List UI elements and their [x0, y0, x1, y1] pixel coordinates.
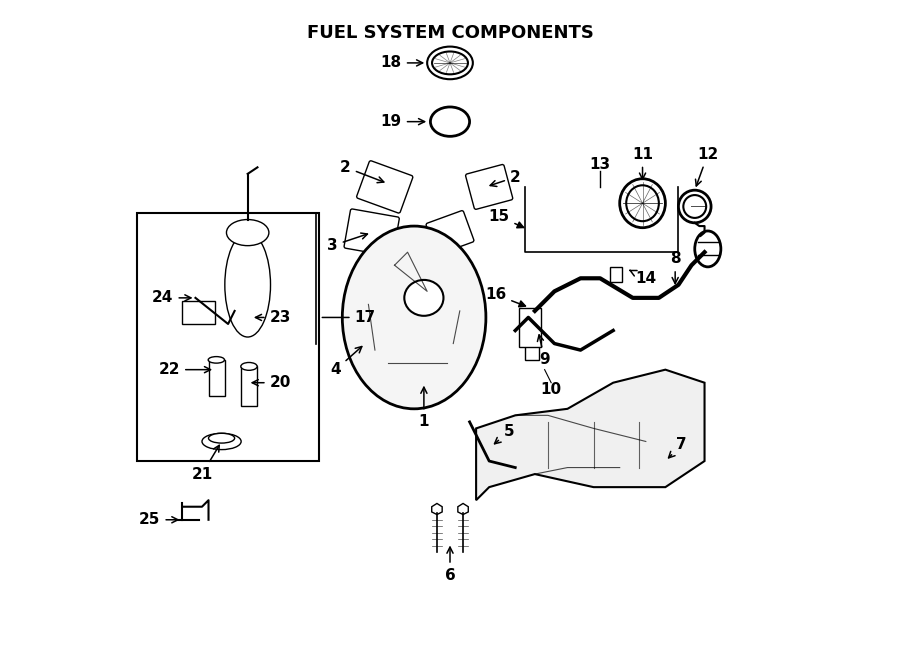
Text: 17: 17 [322, 310, 375, 325]
Text: 20: 20 [252, 375, 291, 390]
Ellipse shape [404, 280, 444, 316]
Text: 21: 21 [192, 446, 220, 482]
Bar [137, 213, 320, 461]
Ellipse shape [432, 52, 468, 74]
Ellipse shape [430, 107, 470, 136]
Ellipse shape [208, 356, 224, 363]
Ellipse shape [342, 226, 486, 408]
Polygon shape [476, 369, 705, 500]
Text: 15: 15 [489, 209, 524, 228]
Text: 8: 8 [670, 251, 680, 284]
Text: 13: 13 [590, 157, 611, 172]
Text: 6: 6 [445, 547, 455, 583]
Bar [209, 360, 225, 396]
Ellipse shape [695, 231, 721, 267]
Polygon shape [458, 504, 468, 514]
Ellipse shape [225, 233, 271, 337]
Bar [525, 314, 539, 334]
Bar [183, 301, 215, 324]
FancyBboxPatch shape [356, 161, 413, 213]
FancyBboxPatch shape [386, 252, 436, 292]
Text: 23: 23 [256, 310, 291, 325]
Text: 18: 18 [381, 56, 423, 71]
Polygon shape [432, 504, 442, 514]
FancyBboxPatch shape [426, 211, 474, 254]
Ellipse shape [626, 185, 659, 221]
Text: FUEL SYSTEM COMPONENTS: FUEL SYSTEM COMPONENTS [307, 24, 593, 42]
Ellipse shape [241, 362, 257, 370]
Text: 1: 1 [418, 387, 429, 430]
Text: 25: 25 [140, 512, 178, 527]
Text: 4: 4 [330, 346, 362, 377]
Text: 11: 11 [632, 147, 653, 179]
Bar [241, 366, 257, 406]
Bar [518, 307, 542, 347]
Text: 22: 22 [158, 362, 211, 377]
Ellipse shape [227, 219, 269, 246]
Ellipse shape [428, 46, 473, 79]
Ellipse shape [202, 434, 241, 449]
Text: 12: 12 [696, 147, 718, 186]
FancyBboxPatch shape [344, 209, 400, 256]
Text: 24: 24 [152, 290, 191, 305]
Text: 10: 10 [541, 382, 562, 397]
Ellipse shape [683, 195, 706, 218]
Text: 19: 19 [381, 114, 425, 129]
Bar [525, 340, 539, 360]
FancyBboxPatch shape [465, 165, 513, 210]
Ellipse shape [209, 434, 235, 443]
Text: 14: 14 [630, 270, 656, 286]
Ellipse shape [620, 178, 665, 227]
Bar [610, 267, 622, 282]
Text: 2: 2 [340, 160, 383, 182]
Text: 3: 3 [328, 233, 367, 253]
Text: 5: 5 [494, 424, 514, 444]
Text: 16: 16 [485, 287, 526, 307]
Text: 7: 7 [669, 437, 687, 458]
Ellipse shape [679, 190, 711, 223]
Text: 2: 2 [491, 170, 520, 186]
Text: 9: 9 [537, 335, 550, 368]
